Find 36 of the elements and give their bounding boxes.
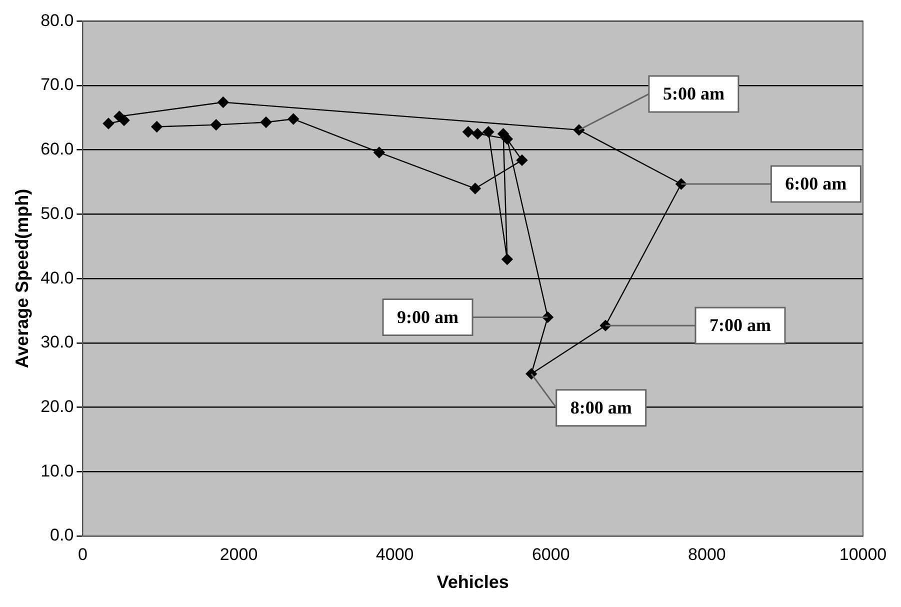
x-tick-label: 4000: [376, 544, 414, 564]
y-tick-label: 20.0: [40, 396, 74, 416]
point: [151, 121, 162, 132]
x-tick-label: 10000: [839, 544, 887, 564]
annotation: 5:00 am: [662, 84, 724, 104]
point: [470, 182, 481, 194]
y-tick-label: 10.0: [40, 461, 74, 480]
annotation: 9:00 am: [397, 306, 459, 327]
point: [288, 113, 299, 125]
x-tick-label: 8000: [688, 544, 726, 564]
x-tick-label: 2000: [220, 544, 258, 564]
y-tick-label: 80.0: [40, 10, 74, 30]
y-axis-title: Average Speed(mph): [12, 188, 32, 368]
point: [502, 254, 513, 265]
point: [374, 146, 385, 158]
point: [462, 126, 474, 138]
point: [102, 118, 114, 130]
annotation: 6:00 am: [785, 174, 847, 194]
point: [472, 128, 484, 140]
point: [218, 96, 229, 108]
y-tick-label: 70.0: [40, 75, 74, 94]
point: [516, 154, 528, 166]
x-tick-label: 0: [78, 544, 88, 564]
point: [260, 116, 272, 128]
point: [210, 119, 222, 130]
point: [114, 110, 125, 122]
y-tick-label: 50.0: [40, 204, 74, 223]
y-tick-label: 0.0: [50, 526, 74, 545]
x-axis-title: Vehicles: [436, 572, 509, 592]
y-tick-label: 30.0: [40, 332, 74, 352]
y-tick-label: 40.0: [40, 268, 74, 288]
y-tick-label: 60.0: [40, 140, 74, 159]
annotation: 7:00 am: [709, 315, 771, 336]
point: [482, 126, 494, 138]
x-tick-label: 6000: [532, 544, 570, 564]
annotation: 8:00 am: [570, 397, 632, 418]
